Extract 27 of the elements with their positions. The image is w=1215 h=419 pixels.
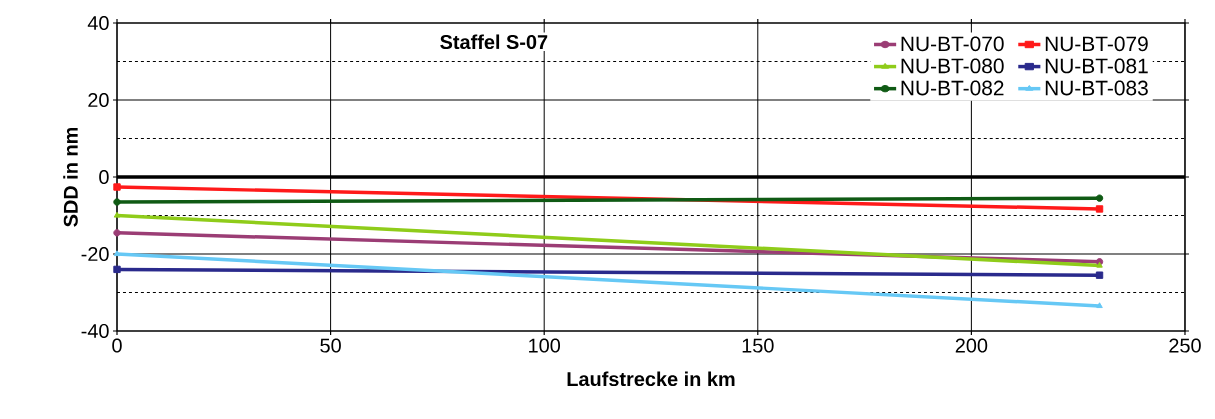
point [1095,271,1104,279]
y-tick-label: -20 [81,246,109,262]
point [113,265,121,274]
legend-label: NU-BT-079 [1045,36,1148,52]
y-tick-label: 0 [99,169,109,185]
legend-label: NU-BT-081 [1045,58,1148,74]
point [1095,194,1104,202]
legend-label: NU-BT-070 [901,36,1004,52]
x-axis-title: Laufstrecke in km [567,371,735,387]
point [113,229,121,237]
x-tick-label: 0 [112,338,122,353]
y-tick-label: -40 [81,323,109,339]
point [113,183,121,191]
chart-title: Staffel S-07 [440,34,548,50]
point [1095,205,1104,213]
x-tick-label: 100 [529,338,561,353]
y-tick-label: 20 [88,92,109,108]
x-tick-label: 250 [1169,338,1201,353]
legend-label: NU-BT-083 [1045,80,1148,96]
point [113,198,121,206]
y-axis-title: SDD in nm [63,127,78,227]
legend-label: NU-BT-080 [901,58,1004,74]
x-tick-label: 200 [955,338,988,353]
y-tick-label: 40 [87,15,109,31]
x-tick-label: 150 [742,338,774,353]
legend-label: NU-BT-082 [901,80,1004,96]
x-tick-label: 50 [320,338,341,353]
